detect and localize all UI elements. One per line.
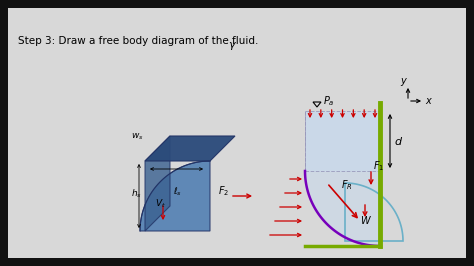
Text: $w_s$: $w_s$ <box>131 131 144 142</box>
Text: $V_t$: $V_t$ <box>155 197 166 210</box>
Text: $y$: $y$ <box>400 76 408 88</box>
Text: $F_2$: $F_2$ <box>218 184 229 198</box>
Text: $\ell_s$: $\ell_s$ <box>173 185 182 197</box>
Polygon shape <box>145 136 170 231</box>
Text: $x$: $x$ <box>425 96 433 106</box>
Text: $F_1$: $F_1$ <box>373 159 384 173</box>
Text: Step 3: Draw a free body diagram of the fluid.: Step 3: Draw a free body diagram of the … <box>18 36 258 46</box>
Text: $F_R$: $F_R$ <box>341 178 353 192</box>
Text: $\gamma$: $\gamma$ <box>228 40 237 52</box>
Text: $W$: $W$ <box>360 214 372 226</box>
Text: $h_s$: $h_s$ <box>131 187 142 200</box>
Bar <box>305 111 380 171</box>
Polygon shape <box>305 171 380 246</box>
Text: $P_a$: $P_a$ <box>323 94 335 108</box>
Polygon shape <box>145 136 235 161</box>
Polygon shape <box>140 161 210 231</box>
Text: $d$: $d$ <box>394 135 403 147</box>
